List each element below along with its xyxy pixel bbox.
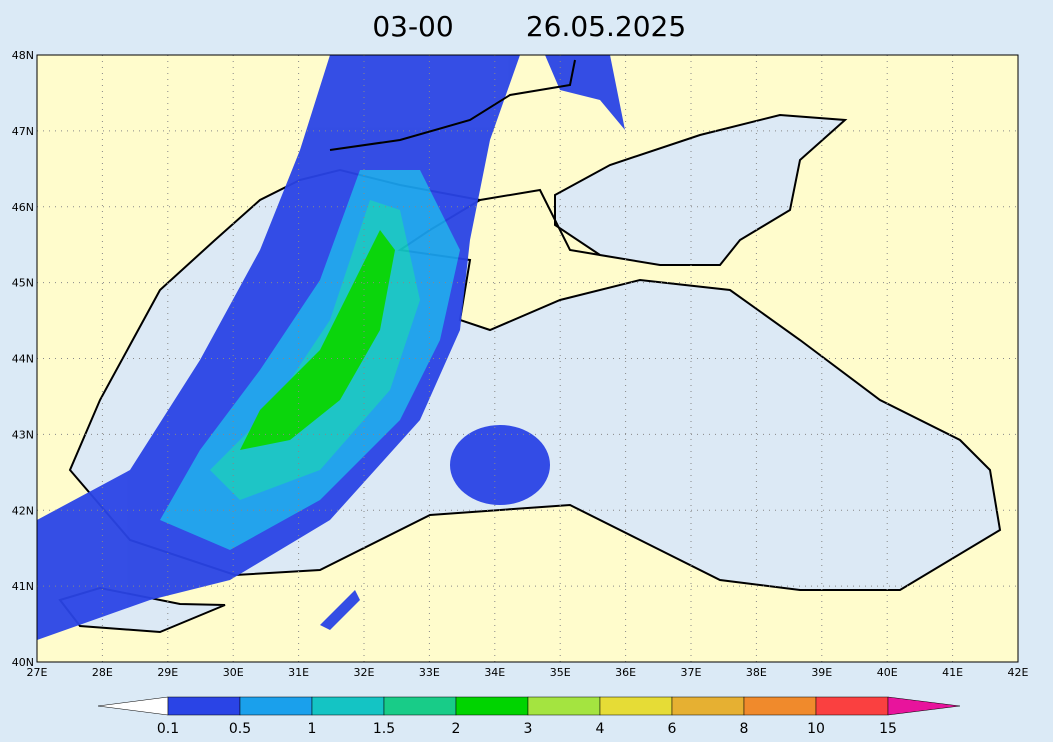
- precipitation: [37, 55, 625, 640]
- colorbar-box: [239, 696, 313, 716]
- lon-label: 40E: [877, 666, 898, 679]
- colorbar-label: 10: [807, 721, 825, 737]
- lat-label: 46N: [12, 201, 34, 214]
- lon-label: 35E: [550, 666, 571, 679]
- lon-label: 37E: [681, 666, 702, 679]
- colorbar-box: [599, 696, 673, 716]
- title-date: 26.05.2025: [526, 10, 686, 43]
- colorbar-label: 1.5: [373, 721, 395, 737]
- lon-label: 29E: [157, 666, 178, 679]
- colorbar-box: [527, 696, 601, 716]
- lon-label: 39E: [811, 666, 832, 679]
- lon-label: 30E: [223, 666, 244, 679]
- coastline: [329, 59, 601, 256]
- colorbar-label: 4: [596, 721, 605, 737]
- colorbar-box: [383, 696, 457, 716]
- lon-label: 36E: [615, 666, 636, 679]
- lat-label: 43N: [12, 428, 34, 441]
- lat-label: 42N: [12, 504, 34, 517]
- lon-label: 32E: [354, 666, 375, 679]
- lat-label: 41N: [12, 580, 34, 593]
- lon-label: 41E: [942, 666, 963, 679]
- colorbar-box: [167, 696, 241, 716]
- title-time: 03-00: [372, 10, 453, 43]
- colorbar-label: 3: [524, 721, 533, 737]
- colorbar-box: [671, 696, 745, 716]
- colorbar-label: 8: [740, 721, 749, 737]
- lat-label: 44N: [12, 353, 34, 366]
- lon-label: 28E: [92, 666, 113, 679]
- colorbar-label: 0.1: [157, 721, 179, 737]
- colorbar-label: 0.5: [229, 721, 251, 737]
- lon-label: 33E: [419, 666, 440, 679]
- lon-label: 42E: [1008, 666, 1029, 679]
- map-frame: [36, 54, 1019, 663]
- colorbar-label: 15: [879, 721, 897, 737]
- lat-label: 48N: [12, 49, 34, 62]
- lon-label: 27E: [27, 666, 48, 679]
- axes: 40N 41N 42N 43N 44N 45N 46N 47N 48N 27E 28E 29E 30E 3…: [12, 49, 1029, 679]
- colorbar-box: [815, 696, 889, 716]
- colorbar-box: [311, 696, 385, 716]
- lon-label: 31E: [288, 666, 309, 679]
- colorbar-box: [455, 696, 529, 716]
- lon-label: 34E: [484, 666, 505, 679]
- lat-label: 45N: [12, 277, 34, 290]
- colorbar: 0.1 0.5 1 1.5 2 3 4 6 8 10 15: [97, 696, 961, 737]
- colorbar-label: 2: [452, 721, 461, 737]
- lat-label: 47N: [12, 125, 34, 138]
- lon-label: 38E: [746, 666, 767, 679]
- colorbar-label: 1: [308, 721, 317, 737]
- colorbar-box: [743, 696, 817, 716]
- lat-label: 40N: [12, 656, 34, 669]
- colorbar-label: 6: [668, 721, 677, 737]
- colorbar-over: [887, 696, 961, 716]
- map-area: [37, 55, 1018, 662]
